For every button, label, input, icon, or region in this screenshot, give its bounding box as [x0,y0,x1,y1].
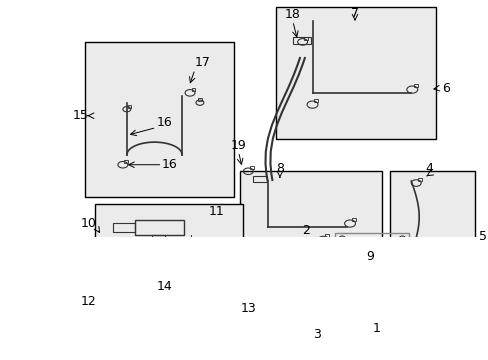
Bar [335,233,408,296]
Bar [417,178,421,181]
Bar [95,204,243,276]
Text: 7: 7 [350,6,358,20]
Text: 8: 8 [275,162,284,175]
Text: 18: 18 [284,8,300,21]
Bar [267,244,271,248]
Text: 16: 16 [161,158,177,171]
Text: 17: 17 [195,56,210,69]
Text: 11: 11 [208,205,224,218]
Bar [292,37,310,44]
Bar [409,246,413,249]
Text: 3: 3 [313,328,321,341]
Bar [85,42,233,197]
Text: 4: 4 [424,162,432,175]
Bar [135,220,184,235]
Bar [194,303,198,306]
Text: 1: 1 [372,321,380,334]
Bar [151,235,165,246]
Text: 14: 14 [156,280,172,293]
Bar [351,218,355,221]
Bar [253,176,266,182]
Bar [275,6,435,139]
Bar [95,281,243,348]
Bar [304,37,307,40]
Text: 12: 12 [80,296,96,309]
Bar [191,88,195,91]
Text: 9: 9 [365,250,373,263]
Text: 6: 6 [441,82,449,95]
Text: 10: 10 [80,217,96,230]
Bar [128,105,131,108]
Text: 19: 19 [230,139,246,152]
Text: 2: 2 [301,224,309,237]
Bar [389,171,474,260]
Bar [249,166,253,169]
Bar [113,223,135,232]
Bar [313,99,318,103]
Bar [346,243,396,290]
Bar [240,171,381,260]
Bar [325,234,329,238]
Text: 13: 13 [240,302,256,315]
Bar [198,99,201,100]
Bar [124,160,128,163]
Text: 16: 16 [156,116,172,129]
Text: 5: 5 [478,230,487,243]
Bar [413,84,417,87]
Text: 15: 15 [72,109,88,122]
Bar [143,289,147,292]
